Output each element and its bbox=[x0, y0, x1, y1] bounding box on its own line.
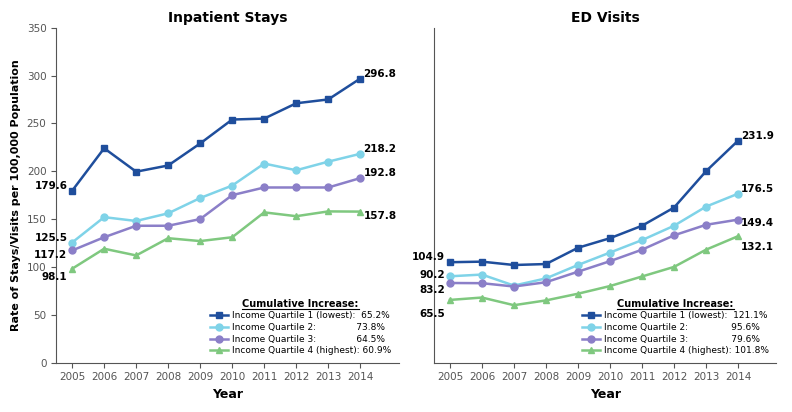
Text: 98.1: 98.1 bbox=[42, 272, 67, 282]
Text: 296.8: 296.8 bbox=[364, 69, 396, 79]
Text: 176.5: 176.5 bbox=[741, 184, 775, 194]
Text: 218.2: 218.2 bbox=[364, 144, 397, 154]
Text: 90.2: 90.2 bbox=[420, 270, 445, 280]
Title: ED Visits: ED Visits bbox=[571, 11, 640, 25]
Legend: Income Quartile 1 (lowest):  65.2%, Income Quartile 2:              73.8%, Incom: Income Quartile 1 (lowest): 65.2%, Incom… bbox=[207, 296, 394, 358]
Text: 65.5: 65.5 bbox=[420, 309, 445, 319]
Text: 83.2: 83.2 bbox=[420, 285, 445, 295]
Text: 157.8: 157.8 bbox=[364, 211, 397, 221]
Text: 179.6: 179.6 bbox=[34, 181, 67, 191]
Text: 149.4: 149.4 bbox=[741, 218, 775, 228]
X-axis label: Year: Year bbox=[212, 388, 243, 401]
Text: 231.9: 231.9 bbox=[741, 131, 774, 141]
Text: 132.1: 132.1 bbox=[741, 241, 775, 252]
Text: 192.8: 192.8 bbox=[364, 168, 396, 178]
X-axis label: Year: Year bbox=[590, 388, 621, 401]
Legend: Income Quartile 1 (lowest):  121.1%, Income Quartile 2:               95.6%, Inc: Income Quartile 1 (lowest): 121.1%, Inco… bbox=[579, 296, 772, 358]
Text: 117.2: 117.2 bbox=[34, 250, 67, 260]
Text: 104.9: 104.9 bbox=[412, 252, 445, 262]
Text: 125.5: 125.5 bbox=[34, 233, 67, 243]
Y-axis label: Rate of Stays/Visits per 100,000 Population: Rate of Stays/Visits per 100,000 Populat… bbox=[11, 59, 21, 331]
Title: Inpatient Stays: Inpatient Stays bbox=[168, 11, 287, 25]
